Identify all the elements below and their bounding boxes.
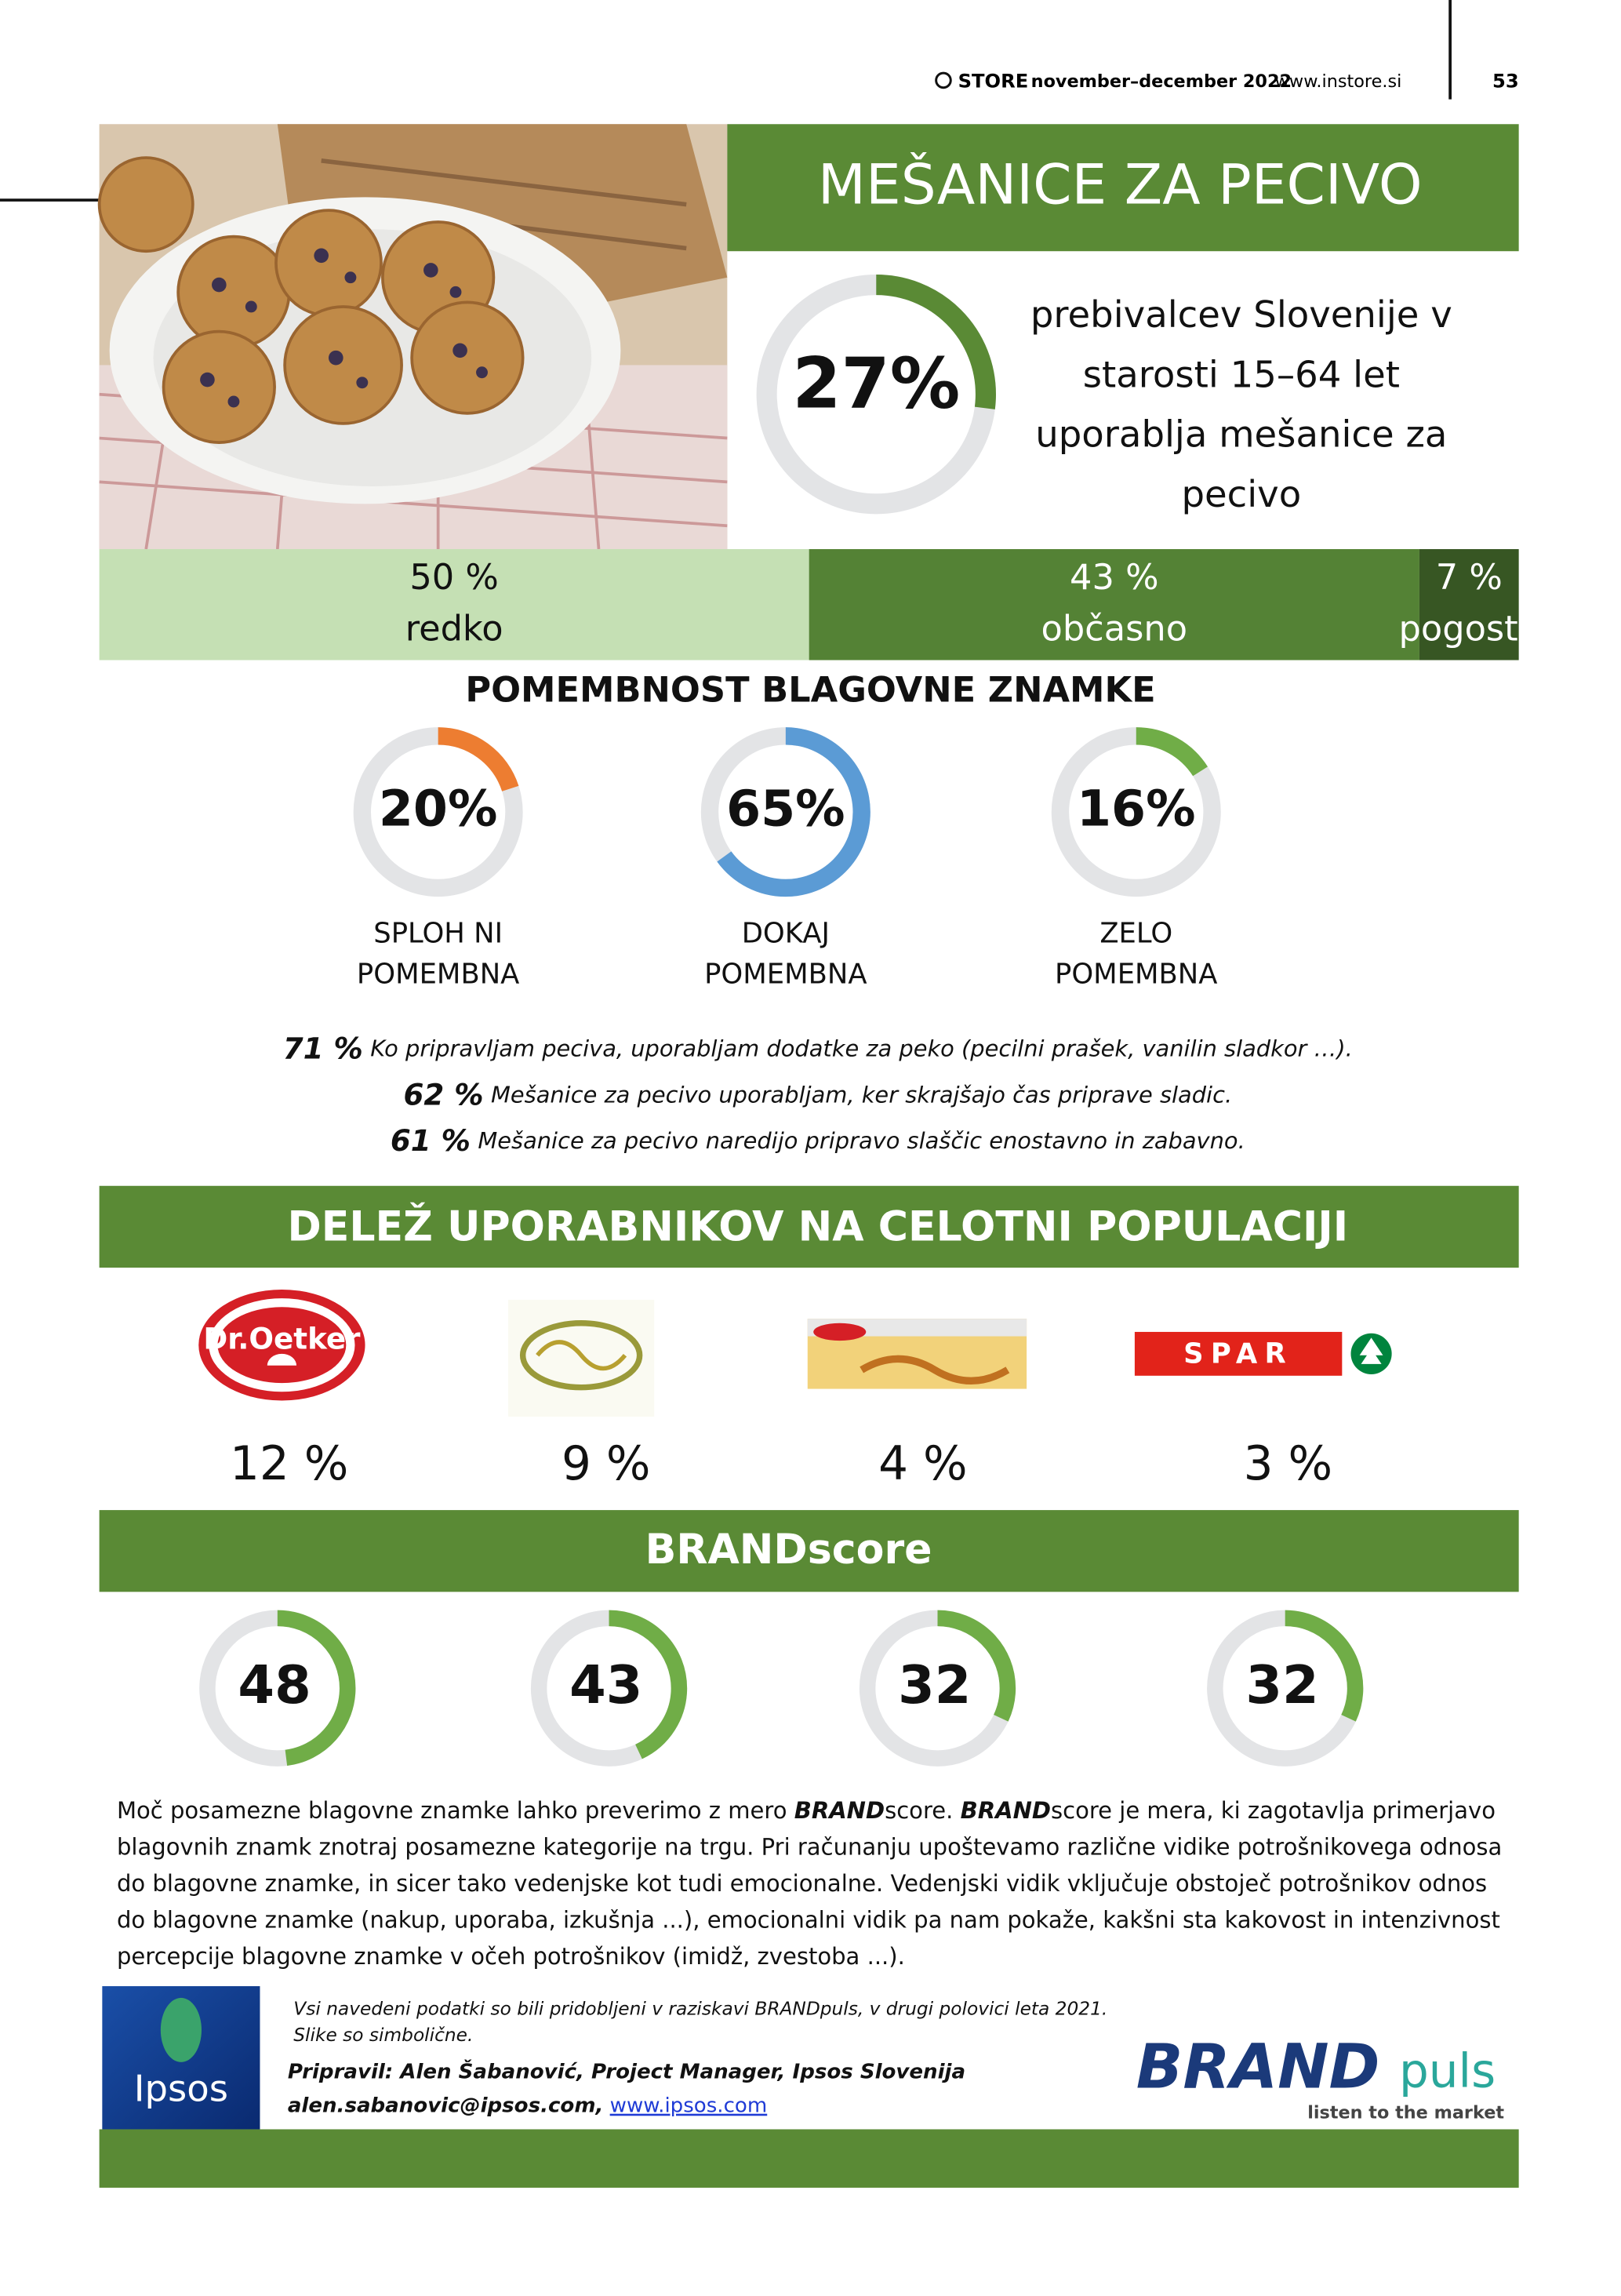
logo-dr-oetker: [198, 1289, 365, 1401]
statement: 71 % Ko pripravljam peciva, uporabljam d…: [283, 1031, 1353, 1065]
logo-kremla: [807, 1319, 1027, 1389]
description-text: Moč posamezne blagovne znamke lahko prev…: [116, 1797, 794, 1825]
frequency-segment: [99, 549, 809, 660]
donut-label: 27%: [792, 344, 960, 425]
frequency-segment: [1419, 549, 1519, 660]
description-text: score je mera, ki zagotavlja primerjavo …: [116, 1797, 1503, 1970]
statement: 62 % Mešanice za pecivo uporabljam, ker …: [403, 1077, 1232, 1112]
brandpuls-tagline: listen to the market: [1307, 2103, 1504, 2123]
donut-arc: [353, 727, 523, 897]
donut-arc: [756, 275, 996, 515]
brand-logo-text: SPAR: [1183, 1338, 1293, 1370]
donut-caption: POMEMBNA: [1055, 959, 1217, 991]
donut-arc: [859, 1610, 1016, 1767]
section-title: DELEŽ UPORABNIKOV NA CELOTNI POPULACIJI: [287, 1203, 1348, 1251]
statement-text: Ko pripravljam peciva, uporabljam dodatk…: [370, 1035, 1353, 1062]
logo-spar: [1134, 1331, 1392, 1376]
website: www.instore.si: [1275, 71, 1402, 92]
note: Vsi navedeni podatki so bili pridobljeni…: [293, 1998, 1107, 2019]
logo-cokolino: [508, 1299, 655, 1417]
author: Pripravil: Alen Šabanović, Project Manag…: [288, 2058, 965, 2083]
share-band: [99, 1185, 1519, 1268]
donut-arc: [1051, 727, 1221, 897]
usage-text: prebivalcev Slovenije v starosti 15–64 l…: [1030, 293, 1452, 516]
frequency-name: redko: [405, 608, 503, 649]
statement-value: 71 %: [283, 1031, 363, 1065]
page-title: MEŠANICE ZA PECIVO: [818, 151, 1423, 217]
title-band: [727, 124, 1519, 252]
share-value: 12 %: [230, 1437, 348, 1491]
donut-arc: [530, 1610, 688, 1767]
note: Slike so simbolične.: [293, 2025, 473, 2046]
statement: 61 % Mešanice za pecivo naredijo priprav…: [391, 1123, 1245, 1157]
frequency-name: pogosto: [1399, 608, 1540, 649]
frequency-value: 50 %: [409, 557, 499, 598]
donut-arc: [199, 1610, 356, 1767]
donut-caption: SPLOH NI: [373, 918, 503, 950]
donut-arc: [700, 727, 870, 897]
usage-text-box: prebivalcev Slovenije v starosti 15–64 l…: [1030, 293, 1452, 516]
share-value: 4 %: [878, 1437, 967, 1491]
store-icon: [935, 71, 952, 89]
brandpuls-logo-puls: puls: [1399, 2044, 1496, 2098]
donut-label: 48: [238, 1654, 311, 1716]
statement-value: 62 %: [403, 1077, 483, 1112]
donut-caption: POMEMBNA: [704, 959, 867, 991]
ipsos-logo-text: Ipsos: [134, 2068, 228, 2110]
ipsos-logo-mark: [160, 1997, 202, 2062]
donut-arc: [1207, 1610, 1364, 1767]
page-number: 53: [1492, 70, 1519, 92]
donut-label: 32: [898, 1654, 971, 1716]
share-value: 9 %: [562, 1437, 650, 1491]
frequency-value: 43 %: [1070, 557, 1159, 598]
description-text: score.: [885, 1797, 961, 1825]
issue: november–december 2022: [1031, 71, 1292, 92]
donut-label: 65%: [726, 780, 845, 838]
frequency-segment: [809, 549, 1419, 660]
description-box: Moč posamezne blagovne znamke lahko prev…: [117, 1793, 1519, 1976]
description: Moč posamezne blagovne znamke lahko prev…: [117, 1793, 1519, 1976]
donut-label: 20%: [379, 780, 498, 838]
website-link[interactable]: www.ipsos.com: [610, 2094, 768, 2117]
section-title: POMEMBNOST BLAGOVNE ZNAMKE: [465, 669, 1155, 710]
statement-text: Mešanice za pecivo naredijo pripravo sla…: [478, 1127, 1245, 1154]
donut-label: 16%: [1077, 780, 1196, 838]
frequency-name: občasno: [1041, 608, 1188, 649]
contact: alen.sabanovic@ipsos.com, www.ipsos.com: [288, 2094, 767, 2117]
statement-text: Mešanice za pecivo uporabljam, ker skraj…: [491, 1081, 1232, 1108]
bottom-band: [99, 2129, 1519, 2188]
brandpuls-logo: [1124, 2012, 1512, 2127]
donut-caption: DOKAJ: [742, 918, 830, 950]
email: alen.sabanovic@ipsos.com,: [288, 2094, 604, 2117]
section-title: BRANDscore: [645, 1526, 932, 1574]
magazine-name: STORE: [958, 70, 1029, 92]
brand-logo-text: Dr.Oetker: [203, 1322, 361, 1356]
donut-caption: POMEMBNA: [357, 959, 519, 991]
donut-label: 32: [1245, 1654, 1318, 1716]
brandpuls-logo-brand: BRAND: [1136, 2031, 1380, 2102]
frequency-value: 7 %: [1436, 557, 1503, 598]
share-value: 3 %: [1244, 1437, 1332, 1491]
description-emphasis: BRAND: [960, 1797, 1052, 1825]
donut-caption: ZELO: [1099, 918, 1172, 950]
description-emphasis: BRAND: [794, 1797, 885, 1825]
statement-value: 61 %: [391, 1123, 471, 1157]
photo: [97, 124, 728, 550]
brandscore-band: [99, 1510, 1519, 1592]
donut-label: 43: [569, 1654, 642, 1716]
